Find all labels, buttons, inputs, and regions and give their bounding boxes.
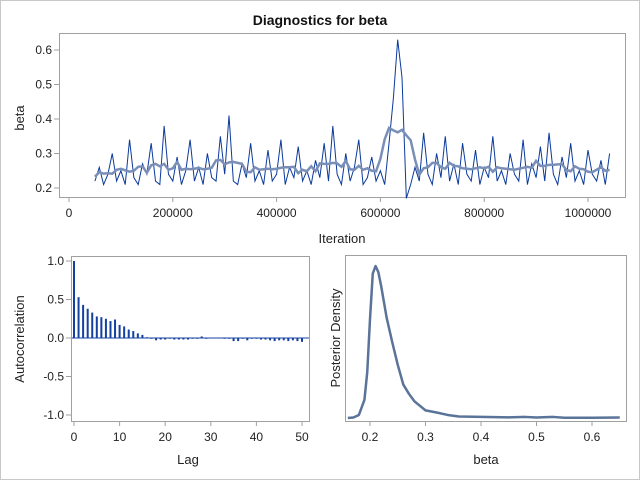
acf-bar [287,338,290,342]
acf-bar [177,338,180,340]
acf-ytick-label: 0.0 [47,331,64,345]
acf-ytick-label: 0.5 [47,293,64,307]
acf-bar [214,338,217,339]
trace-xlabel: Iteration [319,231,366,246]
acf-bar [232,338,235,342]
acf-bar [168,338,171,339]
acf-bar [278,338,281,341]
acf-bar [218,338,221,339]
density-curve [347,264,620,420]
acf-xtick-label: 10 [113,430,127,444]
trace-xtick-label: 1000000 [565,206,612,220]
acf-bar [164,338,167,340]
acf-bar [77,297,80,338]
acf-bar [209,338,212,339]
acf-bar [91,312,94,338]
acf-bar [223,338,226,339]
acf-ytick-label: -0.5 [43,370,64,384]
acf-bar [127,329,130,338]
acf-bar [228,338,231,339]
acf-bar [259,338,262,340]
acf-bar [182,338,185,340]
acf-bar [82,304,85,338]
acf-bar [241,338,244,339]
density-xtick-label: 0.6 [584,430,601,444]
trace-ytick-label: 0.3 [35,147,52,161]
acf-bar [301,338,303,342]
trace-ytick-label: 0.5 [35,78,52,92]
acf-xtick-label: 20 [159,430,173,444]
acf-bar [187,338,189,340]
acf-bar [155,338,158,341]
acf-bar [246,338,249,341]
acf-bar [159,338,162,340]
acf-xtick-label: 30 [204,430,218,444]
acf-bar [273,338,276,342]
density-plot: beta Posterior Density 0.2 0.3 0.4 0.5 0.6 [328,255,627,467]
density-xtick-label: 0.4 [473,430,490,444]
acf-bar [237,338,240,342]
acf-bar [100,317,103,338]
figure-title: Diagnostics for beta [253,12,388,28]
acf-bar [296,338,299,342]
acf-bar [291,338,294,341]
trace-xtick-label: 400000 [257,206,297,220]
acf-xlabel: Lag [177,452,199,467]
trace-plot: Iteration beta 0 200000 400000 600000 800000… [12,33,626,246]
acf-bar [282,338,285,341]
acf-bar [191,338,194,339]
acf-bar [132,331,135,338]
acf-bar [255,338,258,339]
trace-ytick-label: 0.6 [35,43,52,57]
acf-bar [196,338,199,339]
acf-bar [141,334,144,338]
trace-xtick-label: 600000 [360,206,400,220]
trace-ytick-label: 0.2 [35,181,52,195]
acf-bar [145,337,148,338]
acf-xtick-label: 0 [71,430,78,444]
acf-xtick-label: 40 [250,430,264,444]
acf-ytick-label: -1.0 [43,408,64,422]
acf-bar [104,318,107,338]
acf-bar [118,324,121,338]
acf-plot: Lag Autocorrelation 0 10 20 30 40 50 1.0 0.5 0.0… [12,254,310,467]
trace-line [94,39,611,199]
density-xtick-label: 0.5 [528,430,545,444]
acf-bar [250,338,253,339]
acf-xtick-label: 50 [295,430,309,444]
density-frame [345,255,627,422]
density-xtick-label: 0.3 [417,430,434,444]
acf-bar [150,338,153,339]
density-ylabel: Posterior Density [328,288,343,387]
density-xtick-label: 0.2 [362,430,379,444]
acf-bar [173,338,176,340]
acf-bar [264,338,267,340]
trace-ylabel: beta [12,105,27,131]
acf-ylabel: Autocorrelation [12,295,27,382]
trace-xtick-label: 0 [66,206,73,220]
acf-bar [123,326,126,338]
acf-bar [114,319,117,338]
acf-ytick-label: 1.0 [47,254,64,268]
acf-bar [269,338,272,341]
acf-bar [136,333,139,338]
acf-bar [205,338,208,339]
trace-xtick-label: 800000 [464,206,504,220]
trace-smooth-line [94,126,610,178]
acf-bar [86,308,89,338]
acf-bar [95,316,98,338]
acf-bar [73,261,75,338]
acf-frame [71,256,310,422]
trace-ytick-label: 0.4 [35,112,52,126]
acf-bar [200,336,203,338]
trace-xtick-label: 200000 [153,206,193,220]
trace-frame [59,33,626,198]
acf-bar [109,321,112,338]
density-xlabel: beta [473,452,499,467]
